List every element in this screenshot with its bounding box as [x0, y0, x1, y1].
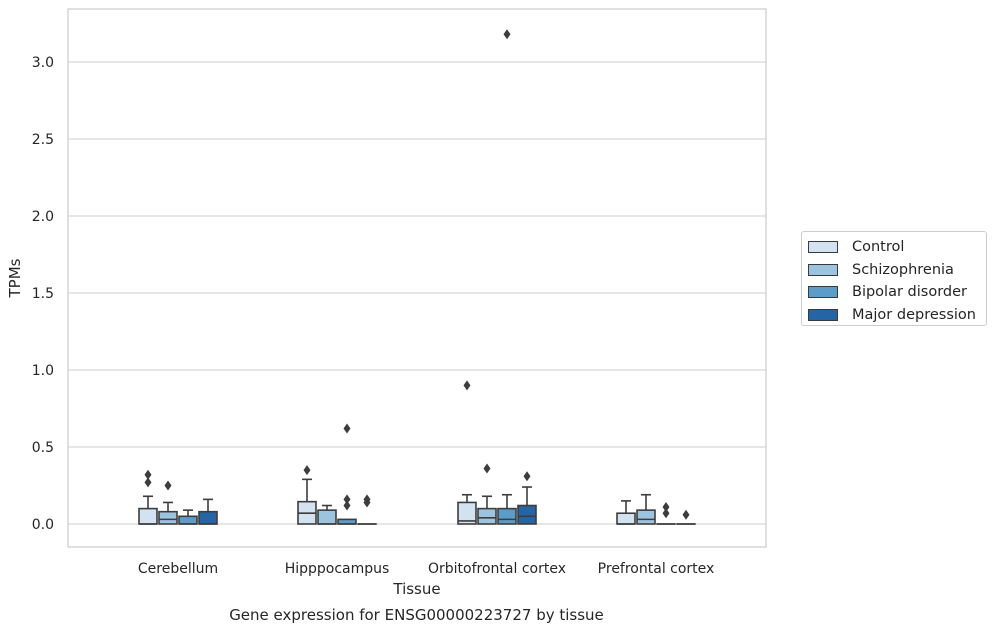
- outlier-series-2-cat-1-1: [343, 494, 351, 505]
- x-tick-label-2: Orbitofrontal cortex: [428, 561, 566, 577]
- x-axis-label: Tissue: [392, 580, 440, 598]
- outlier-series-0-cat-1-0: [303, 465, 311, 476]
- legend-label-schizophrenia: Schizophrenia: [852, 261, 954, 278]
- box-series-1-cat-2: [477, 507, 497, 525]
- outlier-series-0-cat-0-0: [144, 477, 152, 488]
- box-series-0-cat-2: [457, 501, 477, 525]
- y-tick-label-2: 1.0: [32, 363, 54, 379]
- outlier-series-0-cat-2-0: [463, 380, 471, 391]
- outlier-series-2-cat-1-0: [343, 500, 351, 511]
- outlier-series-2-cat-3-0: [662, 508, 670, 519]
- legend-item-control: Control: [808, 236, 986, 259]
- legend-item-bipolar: Bipolar disorder: [808, 281, 986, 304]
- y-tick-label-5: 2.5: [32, 132, 54, 148]
- x-tick-label-3: Prefrontal cortex: [598, 561, 715, 577]
- legend-swatch-bipolar: [808, 286, 838, 299]
- y-tick-label-3: 1.5: [32, 286, 54, 302]
- outlier-series-3-cat-1-1: [363, 494, 371, 505]
- legend-item-schizophrenia: Schizophrenia: [808, 259, 986, 282]
- x-tick-label-1: Hipppocampus: [285, 561, 390, 577]
- y-tick-label-0: 0.0: [32, 517, 54, 533]
- box-series-0-cat-3: [616, 512, 636, 525]
- y-tick-label-6: 3.0: [32, 55, 54, 71]
- legend: Control Schizophrenia Bipolar disorder M…: [801, 231, 987, 326]
- box-series-0-cat-0: [138, 507, 158, 525]
- box-series-1-cat-0: [158, 510, 178, 525]
- outlier-series-2-cat-2-0: [503, 29, 511, 40]
- legend-swatch-major-depression: [808, 308, 838, 321]
- y-tick-label-4: 2.0: [32, 209, 54, 225]
- x-tick-label-0: Cerebellum: [138, 561, 218, 577]
- outlier-series-3-cat-2-0: [523, 471, 531, 482]
- box-series-3-cat-2: [517, 504, 537, 525]
- y-tick-label-1: 0.5: [32, 440, 54, 456]
- outlier-series-2-cat-1-2: [343, 423, 351, 434]
- y-axis-label: TPMs: [6, 258, 24, 298]
- outlier-series-1-cat-0-0: [164, 480, 172, 491]
- chart-caption: Gene expression for ENSG00000223727 by t…: [229, 606, 604, 624]
- box-series-3-cat-0: [198, 510, 218, 525]
- plot-frame: [67, 8, 767, 548]
- box-series-1-cat-1: [317, 509, 337, 525]
- box-series-2-cat-2: [497, 507, 517, 525]
- outlier-series-3-cat-3-0: [682, 509, 690, 520]
- box-series-1-cat-3: [636, 509, 656, 525]
- legend-label-bipolar: Bipolar disorder: [852, 284, 967, 301]
- outlier-series-2-cat-3-1: [662, 502, 670, 513]
- legend-label-control: Control: [852, 239, 905, 256]
- outlier-series-1-cat-2-0: [483, 463, 491, 474]
- box-series-2-cat-0: [178, 515, 198, 525]
- legend-swatch-control: [808, 241, 838, 254]
- legend-item-major-depression: Major depression: [808, 304, 986, 327]
- legend-label-major-depression: Major depression: [852, 306, 976, 323]
- outlier-series-0-cat-0-1: [144, 469, 152, 480]
- legend-swatch-schizophrenia: [808, 263, 838, 276]
